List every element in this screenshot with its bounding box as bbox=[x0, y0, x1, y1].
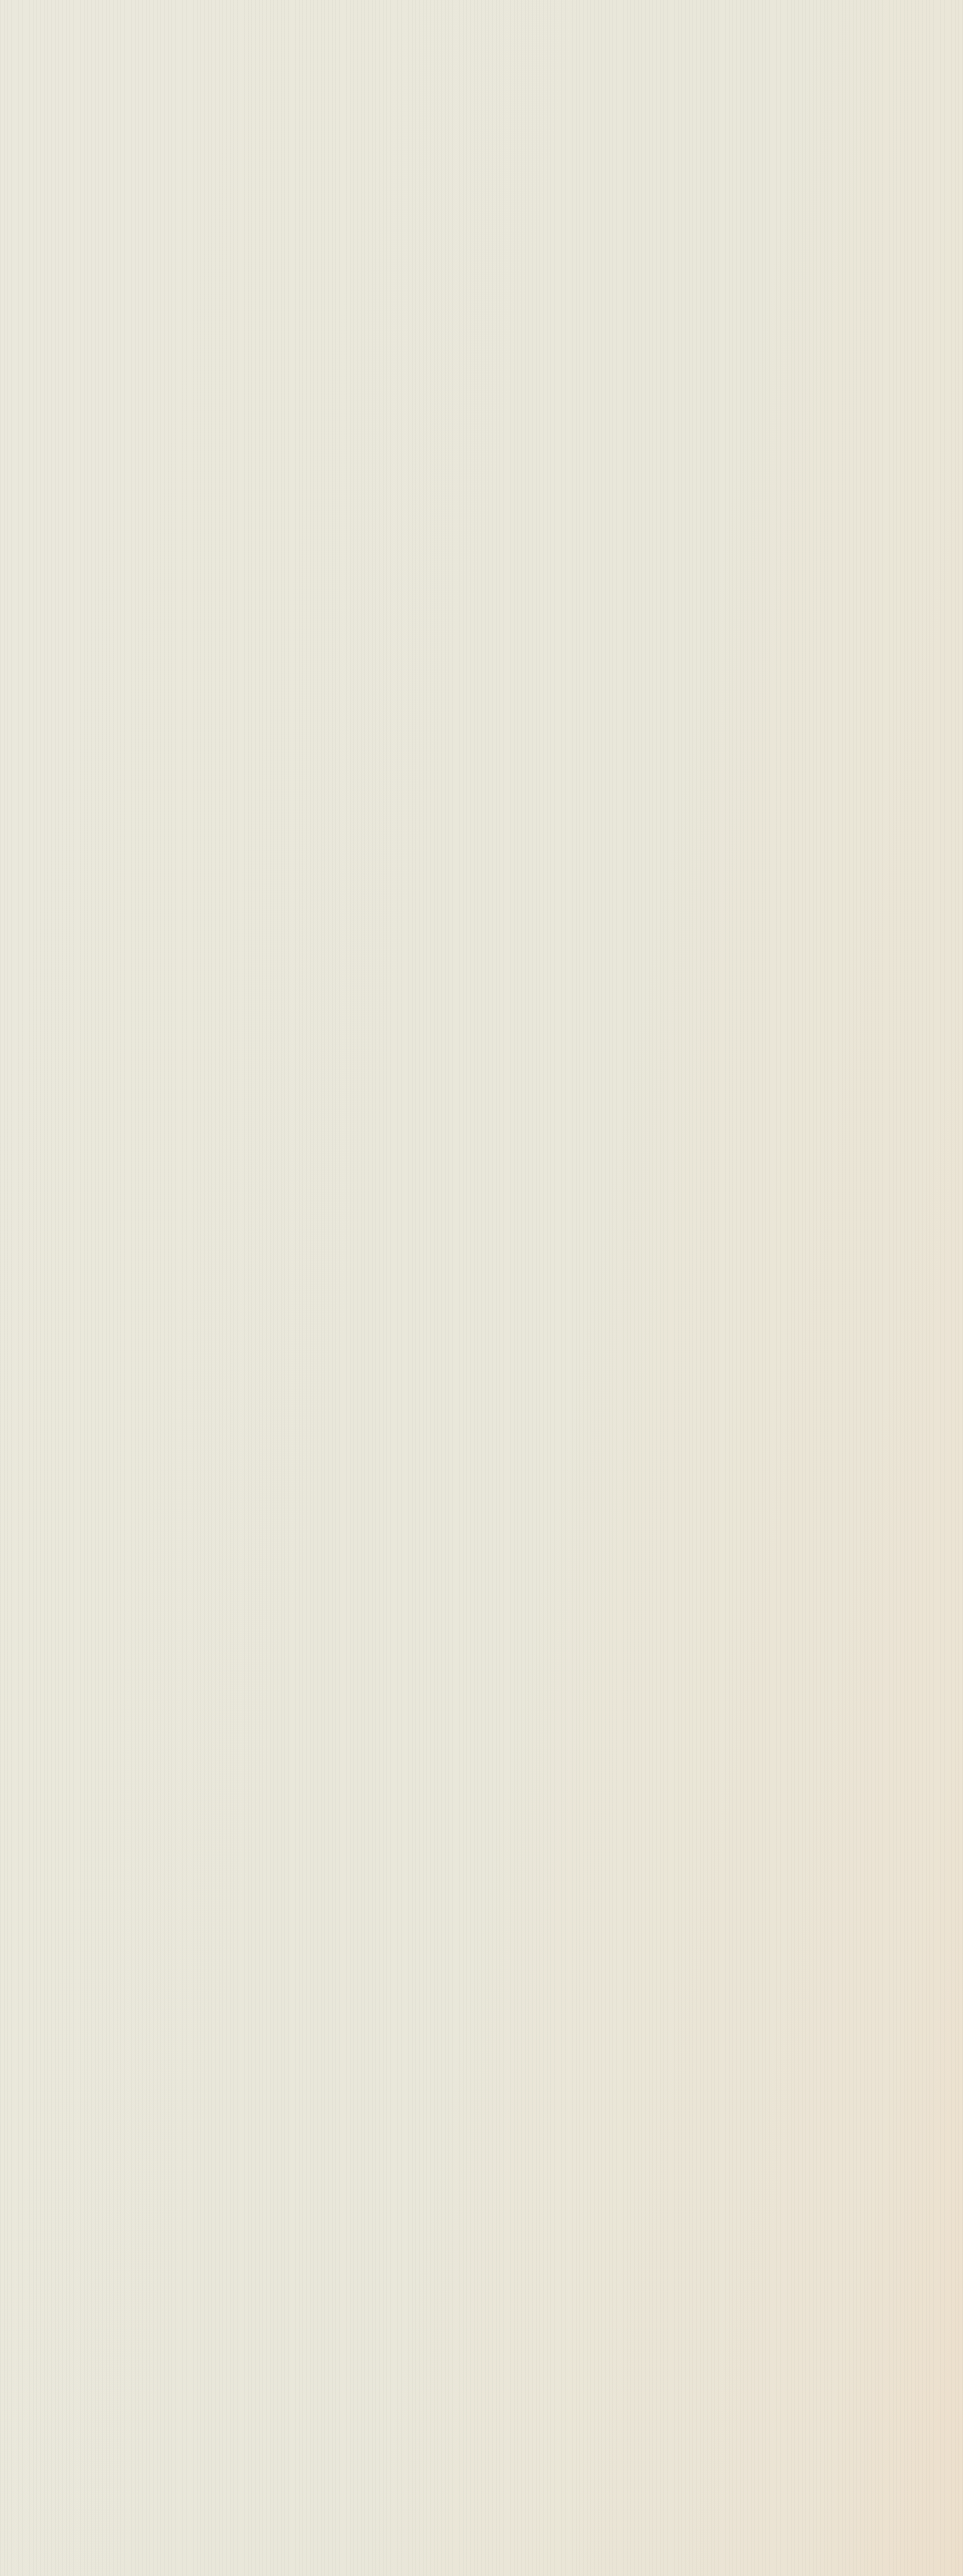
figures-layer bbox=[0, 0, 963, 2576]
scanned-page bbox=[0, 0, 963, 2576]
